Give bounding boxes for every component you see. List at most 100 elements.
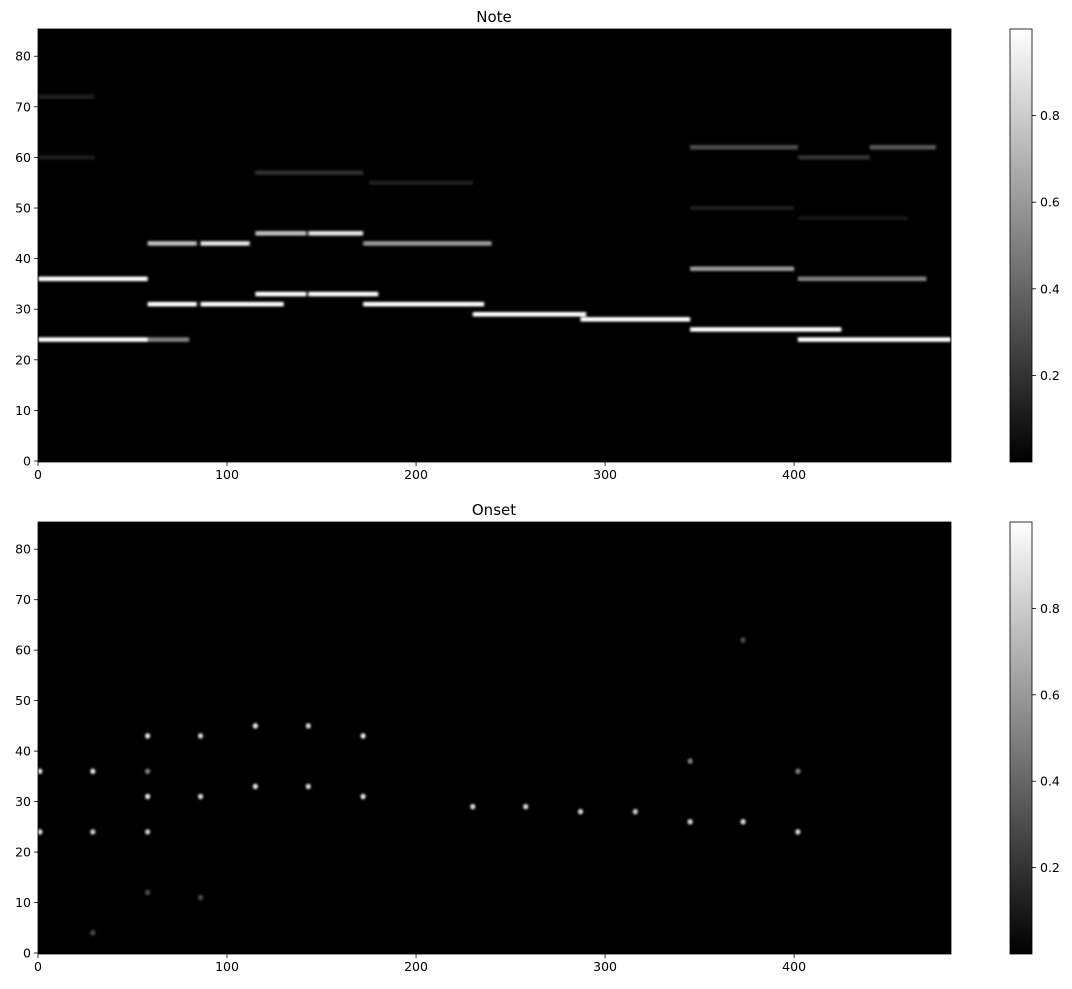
onset-y-tick-label: 70	[15, 592, 31, 607]
onset-point	[197, 894, 204, 901]
note-segment	[38, 155, 95, 160]
note-segment	[363, 241, 492, 246]
note-colorbar-tick-label: 0.8	[1040, 108, 1060, 123]
onset-y-tick-label: 30	[15, 794, 31, 809]
onset-point	[90, 768, 96, 775]
onset-point	[38, 768, 43, 775]
note-x-axis: 0 100 200 300 400	[34, 462, 806, 482]
note-colorbar	[1009, 28, 1033, 463]
note-segment	[38, 276, 148, 282]
onset-x-tick-label: 300	[593, 959, 617, 974]
onset-point	[577, 808, 584, 815]
note-segment	[797, 337, 951, 342]
note-title: Note	[476, 8, 512, 26]
note-segment	[472, 311, 587, 317]
onset-point	[740, 637, 746, 643]
note-segment	[869, 145, 936, 150]
onset-y-tick-label: 10	[15, 895, 31, 910]
note-x-tick-label: 0	[34, 467, 42, 482]
note-colorbar-tick-label: 0.6	[1040, 195, 1060, 210]
note-segment	[147, 301, 197, 307]
onset-point	[197, 733, 204, 739]
note-y-tick-label: 40	[15, 251, 31, 266]
note-segment	[255, 170, 364, 175]
note-y-tick-label: 60	[15, 150, 31, 165]
onset-point	[305, 783, 311, 790]
onset-point	[795, 768, 801, 775]
note-segment	[580, 317, 691, 322]
onset-point	[145, 733, 151, 739]
note-segment	[38, 94, 95, 99]
note-segment	[690, 145, 798, 150]
onset-x-tick-label: 200	[404, 959, 428, 974]
note-segment	[255, 291, 307, 297]
onset-x-tick-label: 400	[782, 959, 806, 974]
onset-point	[632, 808, 638, 815]
onset-colorbar-tick-label: 0.2	[1040, 860, 1060, 875]
onset-colorbar-tick-label: 0.6	[1040, 687, 1060, 702]
note-x-tick-label: 300	[593, 467, 617, 482]
onset-point	[360, 733, 366, 739]
onset-point	[145, 889, 151, 896]
onset-point	[38, 829, 43, 835]
onset-y-tick-label: 80	[15, 542, 31, 557]
note-segment	[690, 327, 842, 332]
onset-point	[470, 803, 476, 810]
onset-x-tick-label: 100	[215, 959, 239, 974]
onset-point	[145, 768, 151, 775]
note-segment	[200, 301, 284, 307]
onset-y-tick-label: 60	[15, 643, 31, 658]
note-heatmap	[38, 94, 951, 342]
note-y-axis: 0 10 20 30 40 50 60 70 80	[15, 49, 38, 469]
note-segment	[363, 301, 485, 307]
onset-colorbar-tick-label: 0.8	[1040, 601, 1060, 616]
onset-point	[90, 930, 96, 936]
note-segment	[308, 231, 364, 236]
onset-point	[145, 793, 151, 800]
note-segment	[200, 241, 250, 246]
note-colorbar-tick-label: 0.2	[1040, 368, 1060, 383]
onset-y-tick-label: 0	[23, 946, 31, 961]
note-y-tick-label: 50	[15, 201, 31, 216]
onset-y-tick-label: 20	[15, 845, 31, 860]
note-segment	[797, 155, 870, 160]
note-x-tick-label: 400	[782, 467, 806, 482]
note-y-tick-label: 20	[15, 352, 31, 367]
note-segment	[797, 276, 927, 282]
note-y-tick-label: 10	[15, 403, 31, 418]
onset-colorbar-axis: 0.2 0.4 0.6 0.8	[1032, 601, 1060, 875]
onset-point	[197, 793, 204, 800]
note-y-tick-label: 70	[15, 99, 31, 114]
note-segment	[255, 231, 307, 236]
onset-colorbar-tick-label: 0.4	[1040, 774, 1060, 789]
onset-heatmap	[38, 637, 801, 936]
onset-y-axis: 0 10 20 30 40 50 60 70 80	[15, 542, 38, 961]
note-y-tick-label: 30	[15, 302, 31, 317]
onset-panel: Onset 0 100 200 300 400 0 10 20 30 40 50 60 70 80 0.…	[15, 501, 1060, 974]
onset-point	[252, 783, 258, 790]
onset-colorbar	[1009, 521, 1033, 955]
note-x-tick-label: 200	[404, 467, 428, 482]
note-segment	[797, 215, 908, 221]
note-segment	[368, 180, 473, 186]
note-segment	[690, 205, 795, 211]
note-segment	[308, 291, 379, 297]
note-colorbar-tick-label: 0.4	[1040, 281, 1060, 296]
onset-point	[360, 793, 366, 800]
onset-point	[687, 758, 693, 764]
note-segment	[147, 337, 190, 342]
onset-y-tick-label: 40	[15, 744, 31, 759]
onset-point	[90, 829, 96, 835]
onset-point	[523, 803, 529, 810]
onset-point	[740, 818, 746, 825]
note-colorbar-axis: 0.2 0.4 0.6 0.8	[1032, 108, 1060, 383]
note-segment	[38, 337, 148, 342]
onset-plot-area	[38, 522, 951, 954]
onset-title: Onset	[472, 501, 516, 519]
onset-point	[795, 829, 801, 835]
onset-point	[687, 818, 693, 825]
onset-point	[305, 723, 311, 729]
onset-x-axis: 0 100 200 300 400	[34, 954, 806, 974]
onset-x-tick-label: 0	[34, 959, 42, 974]
